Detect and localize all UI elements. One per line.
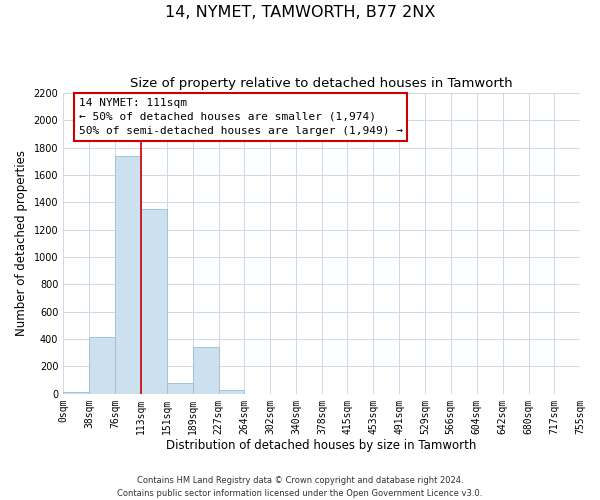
Text: Contains HM Land Registry data © Crown copyright and database right 2024.
Contai: Contains HM Land Registry data © Crown c…	[118, 476, 482, 498]
Bar	[89, 337, 115, 394]
Bar	[115, 156, 140, 394]
X-axis label: Distribution of detached houses by size in Tamworth: Distribution of detached houses by size …	[166, 440, 477, 452]
Bar	[63, 392, 89, 394]
Bar	[167, 383, 193, 394]
Y-axis label: Number of detached properties: Number of detached properties	[15, 150, 28, 336]
Text: 14, NYMET, TAMWORTH, B77 2NX: 14, NYMET, TAMWORTH, B77 2NX	[165, 5, 435, 20]
Title: Size of property relative to detached houses in Tamworth: Size of property relative to detached ho…	[130, 78, 513, 90]
Bar	[218, 390, 244, 394]
Text: 14 NYMET: 111sqm
← 50% of detached houses are smaller (1,974)
50% of semi-detach: 14 NYMET: 111sqm ← 50% of detached house…	[79, 98, 403, 136]
Bar	[140, 210, 167, 394]
Bar	[193, 348, 218, 394]
